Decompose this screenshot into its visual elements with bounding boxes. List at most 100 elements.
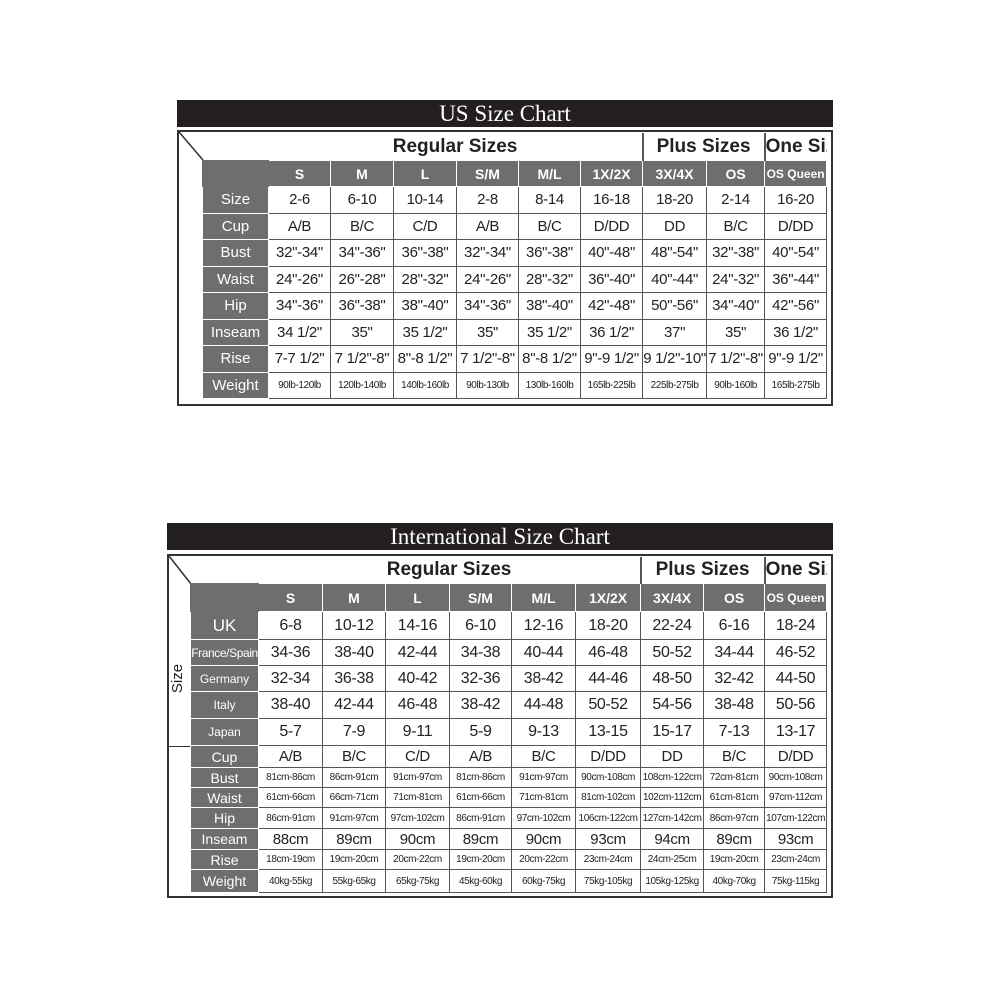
table-cell: 36"-44" [764, 265, 828, 293]
table-cell: 106cm-122cm [574, 807, 642, 829]
column-header: S [258, 583, 323, 612]
table-cell: 48"-54" [642, 239, 708, 267]
row-label: Cup [202, 212, 269, 240]
table-cell: B/C [518, 212, 581, 240]
table-row: Inseam 88cm 89cm 90cm 89cm 90cm 93cm 94cm 89cm 93… [190, 828, 828, 850]
table-cell: 32-36 [449, 665, 512, 692]
table-cell: 14-16 [385, 611, 450, 640]
corner-diagonal [168, 555, 192, 585]
table-cell: 34"-36" [268, 292, 331, 320]
table-cell: 46-52 [764, 639, 828, 666]
row-label: UK [190, 611, 259, 640]
table-cell: 36 1/2" [764, 318, 828, 346]
table-cell: 93cm [574, 828, 642, 850]
table-cell: 7 1/2"-8" [456, 345, 519, 373]
table-cell: 61cm-66cm [449, 787, 512, 808]
table-row: Cup A/B B/C C/D A/B B/C D/DD DD B/C D/DD [202, 212, 828, 240]
table-cell: 18cm-19cm [258, 849, 323, 870]
table-cell: 35" [706, 318, 766, 346]
table-row: Germany 32-34 36-38 40-42 32-36 38-42 44-46 48-… [190, 665, 828, 692]
table-cell: 34"-36" [330, 239, 394, 267]
table-cell: B/C [706, 212, 766, 240]
table-cell: 24"-32" [706, 265, 766, 293]
table-cell: 90lb-130lb [456, 371, 519, 399]
row-label: Rise [202, 345, 269, 373]
table-cell: B/C [511, 745, 576, 768]
table-cell: 2-14 [706, 186, 766, 214]
table-cell: 61cm-66cm [258, 787, 323, 808]
column-header: M [322, 583, 386, 612]
row-label: Size [202, 186, 269, 214]
table-cell: 225lb-275lb [642, 371, 708, 399]
table-cell: 6-10 [449, 611, 512, 640]
column-header: M/L [518, 160, 581, 187]
table-cell: 6-8 [258, 611, 323, 640]
table-cell: 165lb-225lb [579, 371, 644, 399]
table-cell: 13-17 [764, 718, 828, 746]
group-spacer [191, 557, 259, 584]
table-cell: 120lb-140lb [330, 371, 394, 399]
table-cell: 34"-36" [456, 292, 519, 320]
size-divider [167, 746, 191, 747]
table-cell: 32-42 [703, 665, 766, 692]
table-cell: 38"-40" [518, 292, 581, 320]
group-header-plus: Plus Sizes [641, 133, 765, 161]
row-label: Weight [202, 371, 269, 399]
table-cell: 89cm [449, 828, 512, 850]
intl-chart-title: International Size Chart [167, 523, 833, 550]
table-row: Italy 38-40 42-44 46-48 38-42 44-48 50-52 54-56… [190, 691, 828, 719]
table-cell: 40"-54" [764, 239, 828, 267]
table-cell: 97cm-112cm [764, 787, 828, 808]
table-cell: 26"-28" [330, 265, 394, 293]
table-cell: 75kg-115kg [764, 869, 828, 893]
table-cell: 71cm-81cm [385, 787, 450, 808]
row-label: Germany [190, 665, 259, 692]
table-cell: 105kg-125kg [640, 869, 705, 893]
column-header: 1X/2X [579, 160, 644, 187]
group-header-regular: Regular Sizes [386, 559, 512, 580]
row-label: Hip [190, 807, 259, 829]
group-header-one-size: One Size [763, 133, 827, 161]
header-corner [190, 583, 259, 612]
table-cell: 35 1/2" [393, 318, 457, 346]
intl-chart-frame [167, 554, 833, 898]
table-cell: B/C [322, 745, 386, 768]
table-cell: 18-20 [574, 611, 642, 640]
row-label: Inseam [190, 828, 259, 850]
table-cell: B/C [703, 745, 766, 768]
table-cell: 9-13 [511, 718, 576, 746]
table-cell: 36-38 [322, 665, 386, 692]
row-label: Waist [202, 265, 269, 293]
table-row: Bust 81cm-86cm 86cm-91cm 91cm-97cm 81cm-86cm… [190, 767, 828, 788]
table-cell: 35" [456, 318, 519, 346]
table-cell: 72cm-81cm [703, 767, 766, 788]
table-cell: 2-8 [456, 186, 519, 214]
table-cell: 6-10 [330, 186, 394, 214]
table-row: Inseam 34 1/2" 35" 35 1/2" 35" 35 1/2" 36 1/2"… [202, 318, 828, 346]
table-cell: 86cm-91cm [449, 807, 512, 829]
table-row: France/Spain 34-36 38-40 42-44 34-38 40-44 46-… [190, 639, 828, 666]
table-cell: 7 1/2"-8" [706, 345, 766, 373]
table-cell: A/B [456, 212, 519, 240]
row-label: Weight [190, 869, 259, 893]
table-cell: 46-48 [574, 639, 642, 666]
table-cell: 75kg-105kg [574, 869, 642, 893]
table-cell: 102cm-112cm [640, 787, 705, 808]
table-cell: 13-15 [574, 718, 642, 746]
table-row: Weight 40kg-55kg 55kg-65kg 65kg-75kg 45kg-60… [190, 869, 828, 893]
table-cell: 24cm-25cm [640, 849, 705, 870]
table-cell: 36"-38" [393, 239, 457, 267]
table-cell: 2-6 [268, 186, 331, 214]
table-cell: 90lb-120lb [268, 371, 331, 399]
row-label: Bust [190, 767, 259, 788]
table-cell: 61cm-81cm [703, 787, 766, 808]
table-cell: 71cm-81cm [511, 787, 576, 808]
table-cell: 40-42 [385, 665, 450, 692]
table-cell: 91cm-97cm [385, 767, 450, 788]
table-cell: 48-50 [640, 665, 705, 692]
table-cell: 91cm-97cm [511, 767, 576, 788]
table-cell: 5-7 [258, 718, 323, 746]
table-cell: 23cm-24cm [574, 849, 642, 870]
